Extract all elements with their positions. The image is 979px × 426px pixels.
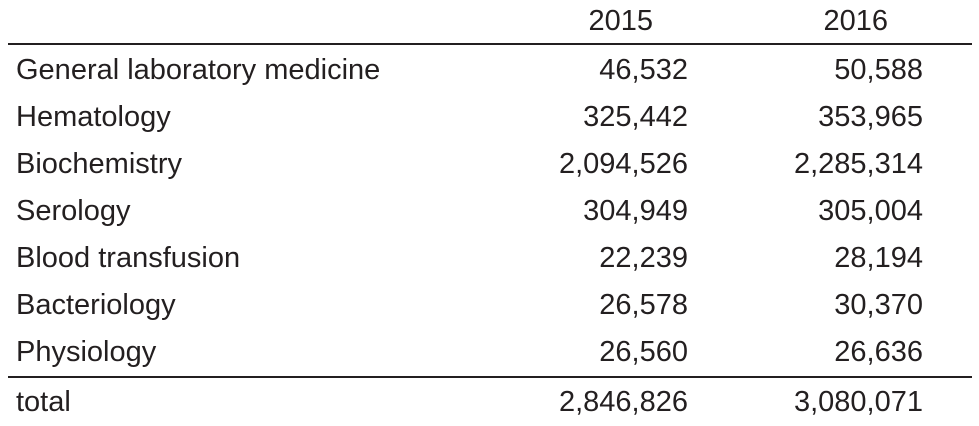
pad-cell [923, 376, 972, 426]
pad-cell [923, 44, 972, 94]
table-header: 2015 2016 [8, 0, 972, 45]
row-label: Blood transfusion [16, 242, 241, 274]
value-2016: 28,194 [834, 242, 923, 274]
value-2016: 2,285,314 [793, 148, 923, 180]
value-2016: 50,588 [834, 54, 923, 86]
table-row: General laboratory medicine 46,532 50,58… [8, 44, 972, 94]
value-2016: 353,965 [818, 101, 923, 133]
pad-cell [923, 141, 972, 188]
total-2015: 2,846,826 [488, 376, 688, 426]
row-label: General laboratory medicine [16, 54, 381, 86]
row-label: Hematology [16, 101, 171, 133]
table-row: Physiology 26,560 26,636 [8, 329, 972, 377]
pad-cell [923, 94, 972, 141]
value-2015: 22,239 [599, 242, 688, 274]
value-2015: 46,532 [599, 54, 688, 86]
value-2016: 26,636 [834, 336, 923, 368]
row-label: Biochemistry [16, 148, 182, 180]
header-year-2016: 2016 [688, 0, 923, 45]
header-pad-cell [923, 0, 972, 45]
table-row: Serology 304,949 305,004 [8, 188, 972, 235]
value-2015: 325,442 [583, 101, 688, 133]
pad-cell [923, 282, 972, 329]
value-2016: 30,370 [834, 289, 923, 321]
header-year-2015: 2015 [488, 0, 688, 45]
value-2015: 26,560 [599, 336, 688, 368]
pad-cell [923, 188, 972, 235]
pad-cell [923, 329, 972, 377]
table-row: Bacteriology 26,578 30,370 [8, 282, 972, 329]
total-label: total [8, 376, 488, 426]
total-2016: 3,080,071 [688, 376, 923, 426]
table-row: Blood transfusion 22,239 28,194 [8, 235, 972, 282]
row-label: Physiology [16, 336, 157, 368]
table-row: Biochemistry 2,094,526 2,285,314 [8, 141, 972, 188]
value-2015: 304,949 [583, 195, 688, 227]
table-row: Hematology 325,442 353,965 [8, 94, 972, 141]
header-row: 2015 2016 [8, 0, 972, 45]
value-2016: 305,004 [818, 195, 923, 227]
value-2015: 2,094,526 [558, 148, 688, 180]
table-body: General laboratory medicine 46,532 50,58… [8, 44, 972, 377]
value-2015: 26,578 [599, 289, 688, 321]
table-footer: total 2,846,826 3,080,071 [8, 376, 972, 426]
total-row: total 2,846,826 3,080,071 [8, 376, 972, 426]
header-label-cell [8, 0, 488, 45]
pad-cell [923, 235, 972, 282]
row-label: Bacteriology [16, 289, 176, 321]
stats-table: 2015 2016 General laboratory medicine 46… [8, 0, 972, 426]
row-label: Serology [16, 195, 131, 227]
